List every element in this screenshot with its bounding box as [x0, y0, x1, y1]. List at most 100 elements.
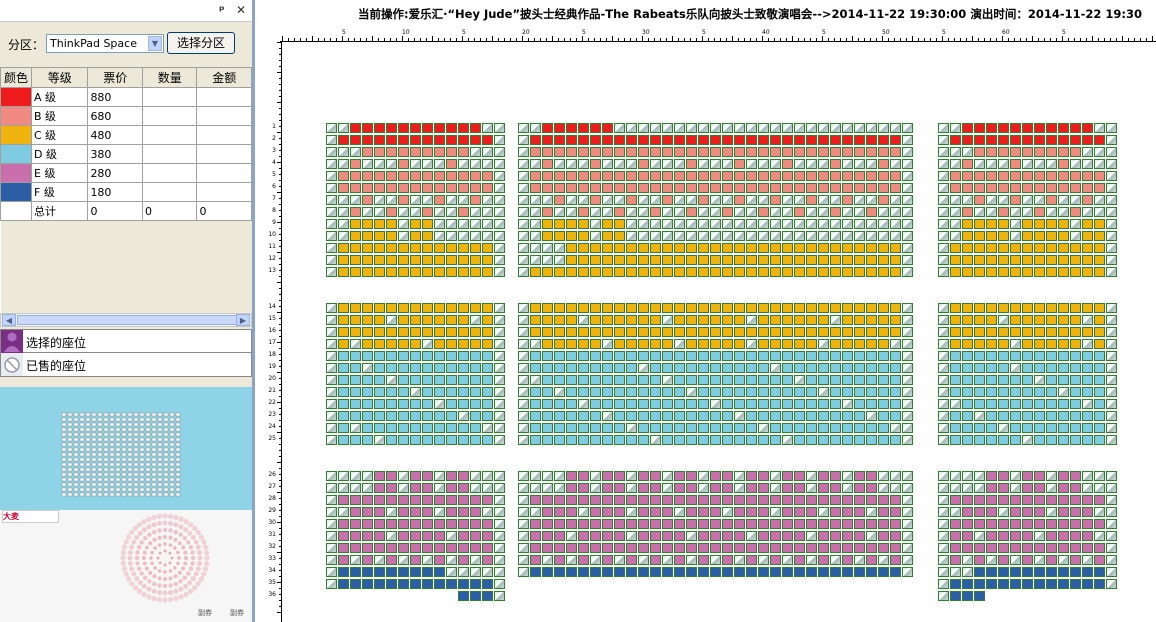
seat[interactable]	[554, 519, 565, 529]
seat[interactable]	[854, 411, 865, 421]
seat[interactable]	[722, 207, 733, 217]
seat[interactable]	[1058, 531, 1069, 541]
seat[interactable]	[434, 555, 445, 565]
seat[interactable]	[806, 183, 817, 193]
seat[interactable]	[890, 399, 901, 409]
seat[interactable]	[794, 315, 805, 325]
seat[interactable]	[638, 135, 649, 145]
seat[interactable]	[1022, 471, 1033, 481]
seat[interactable]	[566, 483, 577, 493]
seat[interactable]	[890, 255, 901, 265]
seat[interactable]	[698, 267, 709, 277]
seat[interactable]	[386, 171, 397, 181]
seat[interactable]	[566, 255, 577, 265]
seat[interactable]	[446, 519, 457, 529]
seat[interactable]	[578, 339, 589, 349]
seat[interactable]	[542, 495, 553, 505]
seat[interactable]	[1034, 423, 1045, 433]
seat[interactable]	[890, 135, 901, 145]
seat[interactable]	[746, 507, 757, 517]
seat[interactable]	[962, 159, 973, 169]
seat[interactable]	[410, 531, 421, 541]
seat[interactable]	[1034, 543, 1045, 553]
seat[interactable]	[422, 147, 433, 157]
seat[interactable]	[698, 543, 709, 553]
seat[interactable]	[854, 435, 865, 445]
seat[interactable]	[806, 351, 817, 361]
seat[interactable]	[686, 543, 697, 553]
seat[interactable]	[1070, 507, 1081, 517]
seat[interactable]	[818, 495, 829, 505]
price-row[interactable]: C 级 480	[0, 125, 252, 145]
seat[interactable]	[1082, 267, 1093, 277]
seat[interactable]	[746, 183, 757, 193]
horizontal-scrollbar[interactable]: ◀ ▶	[0, 313, 252, 327]
seat[interactable]	[674, 435, 685, 445]
seat[interactable]	[770, 267, 781, 277]
seat[interactable]	[470, 135, 481, 145]
seat[interactable]	[374, 567, 385, 577]
seat[interactable]	[338, 243, 349, 253]
seat[interactable]	[722, 327, 733, 337]
seat[interactable]	[770, 171, 781, 181]
seat[interactable]	[446, 363, 457, 373]
seat[interactable]	[470, 375, 481, 385]
seat[interactable]	[458, 483, 469, 493]
seat[interactable]	[1070, 483, 1081, 493]
seat[interactable]	[1010, 195, 1021, 205]
seat[interactable]	[794, 267, 805, 277]
seat[interactable]	[638, 435, 649, 445]
seat[interactable]	[374, 351, 385, 361]
seat[interactable]	[566, 351, 577, 361]
seat[interactable]	[482, 495, 493, 505]
seat[interactable]	[698, 435, 709, 445]
seat[interactable]	[986, 231, 997, 241]
seat[interactable]	[566, 435, 577, 445]
seat[interactable]	[650, 423, 661, 433]
seat[interactable]	[1070, 531, 1081, 541]
seat[interactable]	[410, 231, 421, 241]
seat[interactable]	[578, 183, 589, 193]
seat[interactable]	[482, 531, 493, 541]
seat[interactable]	[1010, 255, 1021, 265]
seat[interactable]	[1094, 519, 1105, 529]
seat[interactable]	[602, 219, 613, 229]
seat[interactable]	[1058, 159, 1069, 169]
seat[interactable]	[806, 267, 817, 277]
seat[interactable]	[626, 495, 637, 505]
seat[interactable]	[614, 315, 625, 325]
seat[interactable]	[374, 399, 385, 409]
seat[interactable]	[710, 147, 721, 157]
seat[interactable]	[818, 555, 829, 565]
seat[interactable]	[830, 303, 841, 313]
seat[interactable]	[1082, 135, 1093, 145]
seat[interactable]	[422, 315, 433, 325]
seat[interactable]	[758, 531, 769, 541]
seat[interactable]	[890, 315, 901, 325]
seat[interactable]	[638, 483, 649, 493]
seat[interactable]	[650, 255, 661, 265]
seat[interactable]	[710, 171, 721, 181]
seat[interactable]	[662, 423, 673, 433]
seat[interactable]	[686, 255, 697, 265]
seat[interactable]	[554, 231, 565, 241]
seat[interactable]	[950, 243, 961, 253]
seat[interactable]	[542, 339, 553, 349]
seat[interactable]	[962, 207, 973, 217]
seat[interactable]	[1094, 567, 1105, 577]
seat[interactable]	[1058, 255, 1069, 265]
seat[interactable]	[866, 555, 877, 565]
seat[interactable]	[830, 363, 841, 373]
seat[interactable]	[830, 267, 841, 277]
seat[interactable]	[650, 471, 661, 481]
seat[interactable]	[986, 483, 997, 493]
seat[interactable]	[674, 255, 685, 265]
seat[interactable]	[722, 171, 733, 181]
seat[interactable]	[1034, 339, 1045, 349]
seat[interactable]	[374, 255, 385, 265]
seat[interactable]	[698, 255, 709, 265]
seat[interactable]	[1058, 135, 1069, 145]
seat[interactable]	[350, 519, 361, 529]
seat[interactable]	[986, 507, 997, 517]
seat[interactable]	[686, 375, 697, 385]
